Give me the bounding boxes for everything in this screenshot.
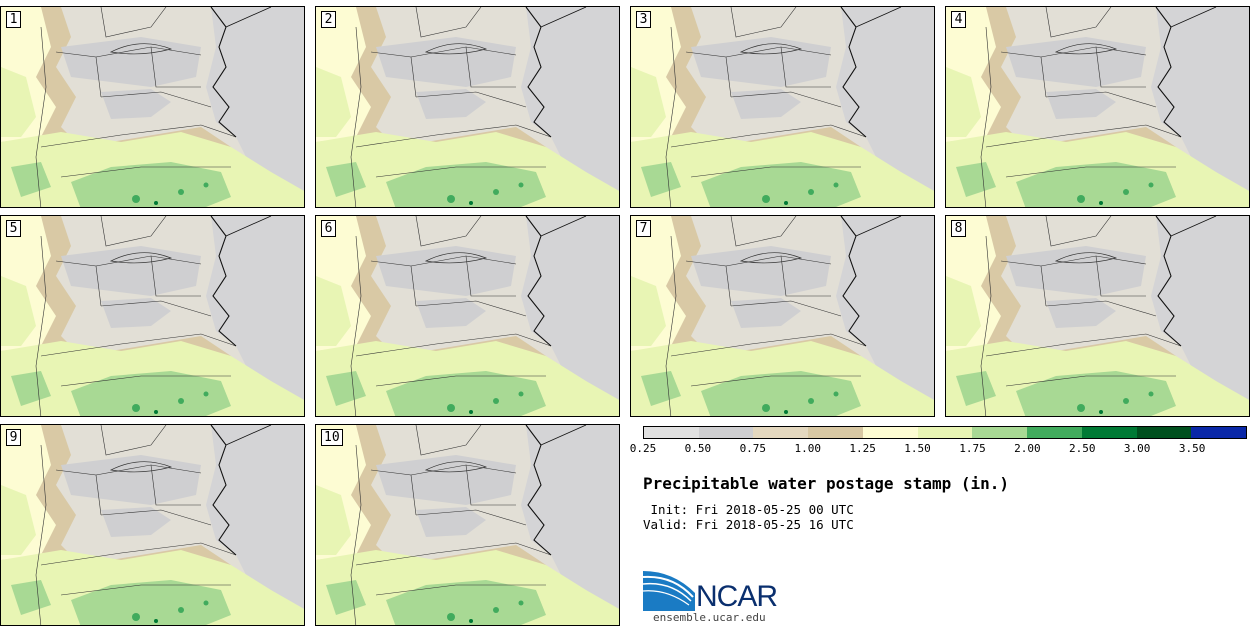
legend-tick-label: 1.75 <box>959 442 986 455</box>
legend-tick-label: 0.50 <box>684 442 712 455</box>
map-panel: 2 <box>315 6 620 208</box>
precipitable-water-map <box>316 216 619 416</box>
precipitable-water-map <box>1 7 304 207</box>
map-panel: 6 <box>315 215 620 417</box>
legend-swatch <box>698 427 754 438</box>
panel-number-label: 9 <box>6 429 21 446</box>
valid-time: Valid: Fri 2018-05-25 16 UTC <box>643 517 854 532</box>
color-legend: 0.25 0.50 0.75 1.00 1.25 1.50 1.75 2.00 2.50 3.00… <box>630 426 1260 455</box>
legend-tick-label: 1.00 <box>794 442 821 455</box>
legend-tick-label: 2.00 <box>1014 442 1041 455</box>
precipitable-water-map <box>316 7 619 207</box>
legend-tick-label: 0.75 <box>739 442 767 455</box>
legend-color-bar <box>643 426 1247 439</box>
map-panel: 1 <box>0 6 305 208</box>
legend-tick-label: 0.25 <box>629 442 657 455</box>
precipitable-water-map <box>631 7 934 207</box>
legend-swatch <box>1191 427 1247 438</box>
legend-swatch <box>1027 427 1082 438</box>
panel-number-label: 3 <box>636 11 651 28</box>
legend-swatch <box>972 427 1028 438</box>
panel-number-label: 4 <box>951 11 966 28</box>
legend-tick-labels: 0.25 0.50 0.75 1.00 1.25 1.50 1.75 2.00 2.50 3.00… <box>630 439 1260 455</box>
precipitable-water-map <box>946 7 1249 207</box>
map-panel: 10 <box>315 424 620 626</box>
map-panel: 7 <box>630 215 935 417</box>
legend-tick-label: 3.50 <box>1178 442 1206 455</box>
map-panel: 3 <box>630 6 935 208</box>
ncar-logo-icon <box>643 571 695 611</box>
legend-swatch <box>644 427 699 438</box>
map-panel: 9 <box>0 424 305 626</box>
legend-tick-label: 1.25 <box>849 442 876 455</box>
legend-swatch <box>1136 427 1192 438</box>
precipitable-water-map <box>1 425 304 625</box>
panel-number-label: 5 <box>6 220 21 237</box>
logo-text: NCAR <box>696 580 778 613</box>
panel-number-label: 1 <box>6 11 21 28</box>
logo-url: ensemble.ucar.edu <box>653 611 766 624</box>
legend-tick-label: 2.50 <box>1069 442 1096 455</box>
page-title: Precipitable water postage stamp (in.) <box>643 474 1010 493</box>
init-time: Init: Fri 2018-05-25 00 UTC <box>643 502 854 517</box>
legend-swatch <box>1081 427 1137 438</box>
legend-swatch <box>753 427 809 438</box>
legend-swatch <box>862 427 918 438</box>
panel-number-label: 10 <box>321 429 343 446</box>
panel-number-label: 7 <box>636 220 651 237</box>
legend-swatch <box>917 427 973 438</box>
panel-number-label: 2 <box>321 11 336 28</box>
precipitable-water-map <box>1 216 304 416</box>
map-panel: 8 <box>945 215 1250 417</box>
map-panel: 4 <box>945 6 1250 208</box>
map-panel: 5 <box>0 215 305 417</box>
legend-swatch <box>808 427 863 438</box>
panel-number-label: 8 <box>951 220 966 237</box>
precipitable-water-map <box>946 216 1249 416</box>
legend-tick-label: 1.50 <box>904 442 931 455</box>
precipitable-water-map <box>316 425 619 625</box>
precipitable-water-map <box>631 216 934 416</box>
legend-tick-label: 3.00 <box>1123 442 1151 455</box>
panel-number-label: 6 <box>321 220 336 237</box>
